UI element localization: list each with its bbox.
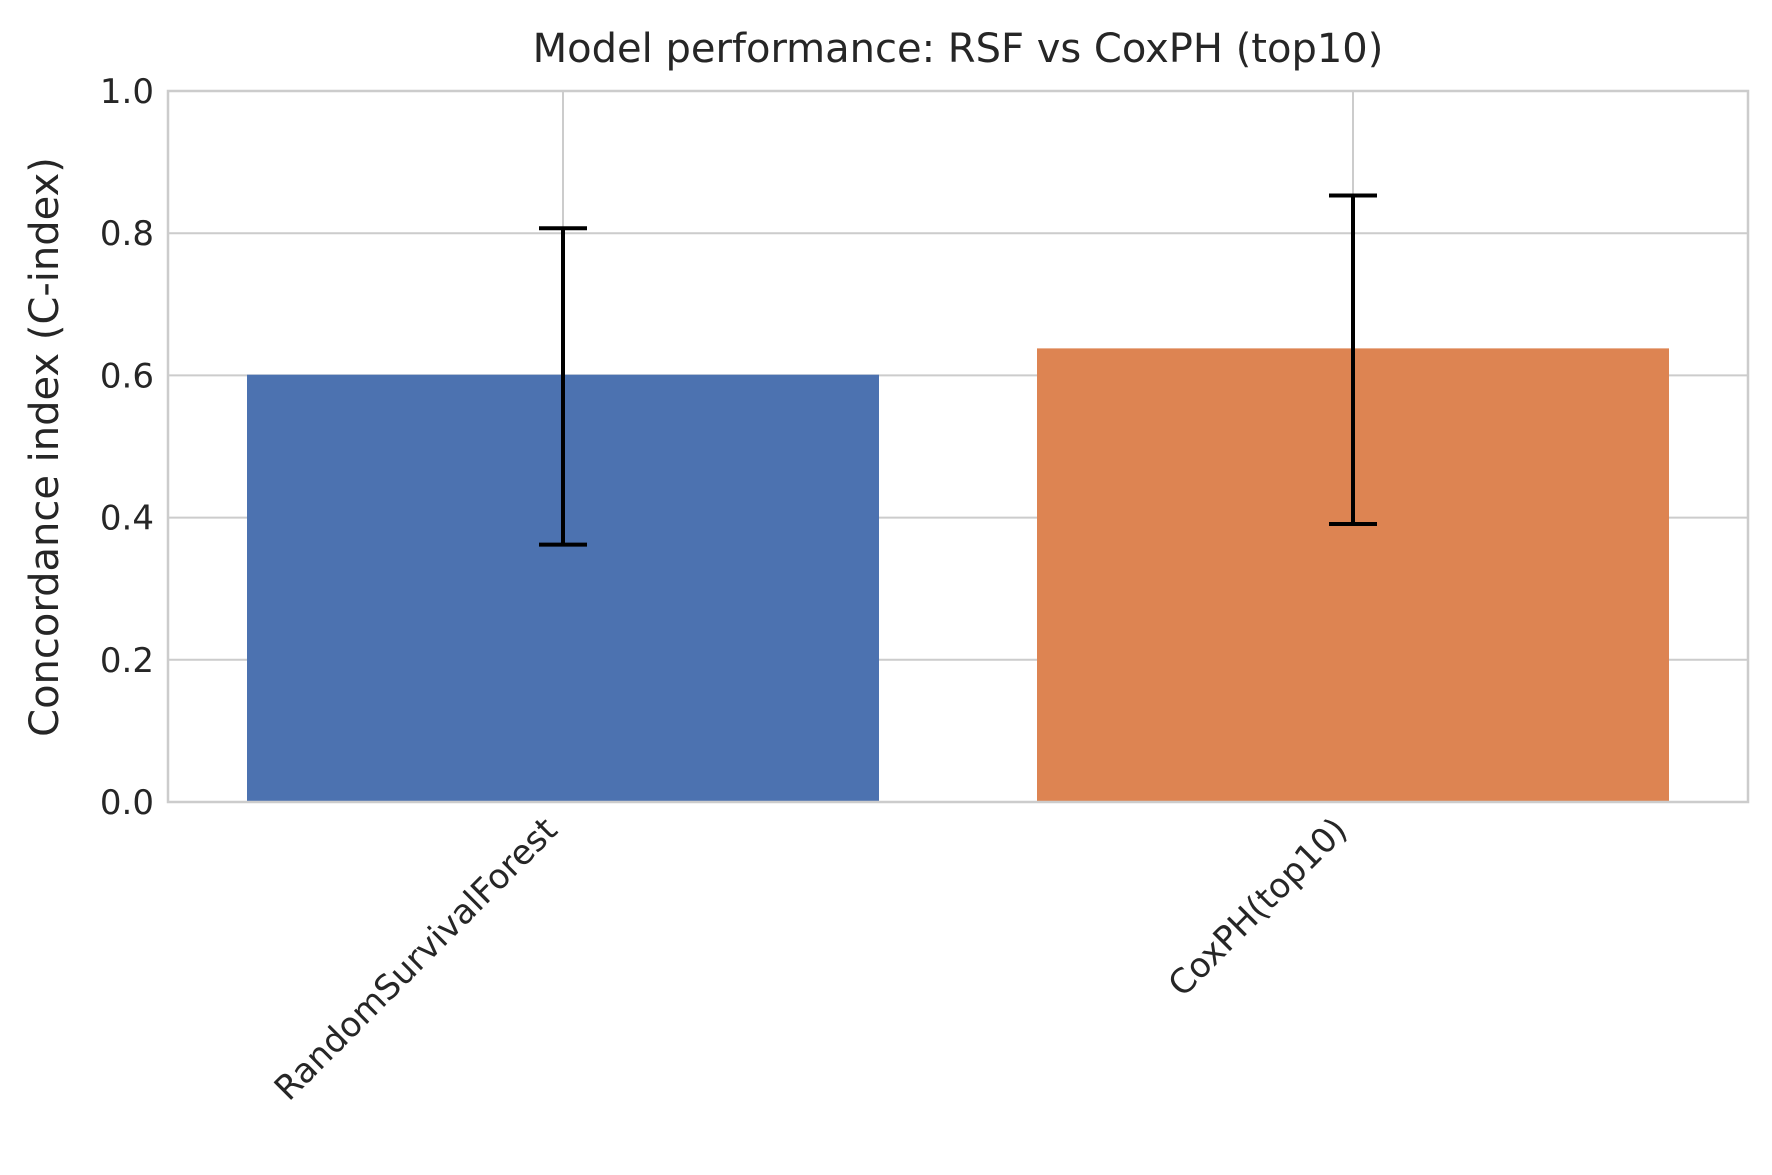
y-tick-label-5: 1.0 — [100, 72, 154, 112]
y-tick-label-0: 0.0 — [100, 783, 154, 823]
y-tick-label-1: 0.2 — [100, 641, 154, 681]
y-tick-label-4: 0.8 — [100, 214, 154, 254]
plot-frame — [166, 89, 1750, 804]
y-axis-label: Concordance index (C-index) — [22, 157, 68, 737]
bars — [247, 348, 1669, 802]
error-bars — [539, 193, 1377, 547]
y-tick-labels: 0.0 0.2 0.4 0.6 0.8 1.0 — [100, 72, 154, 823]
y-tick-label-3: 0.6 — [100, 356, 154, 396]
y-tick-label-2: 0.4 — [100, 499, 154, 539]
chart-title: Model performance: RSF vs CoxPH (top10) — [533, 26, 1384, 72]
